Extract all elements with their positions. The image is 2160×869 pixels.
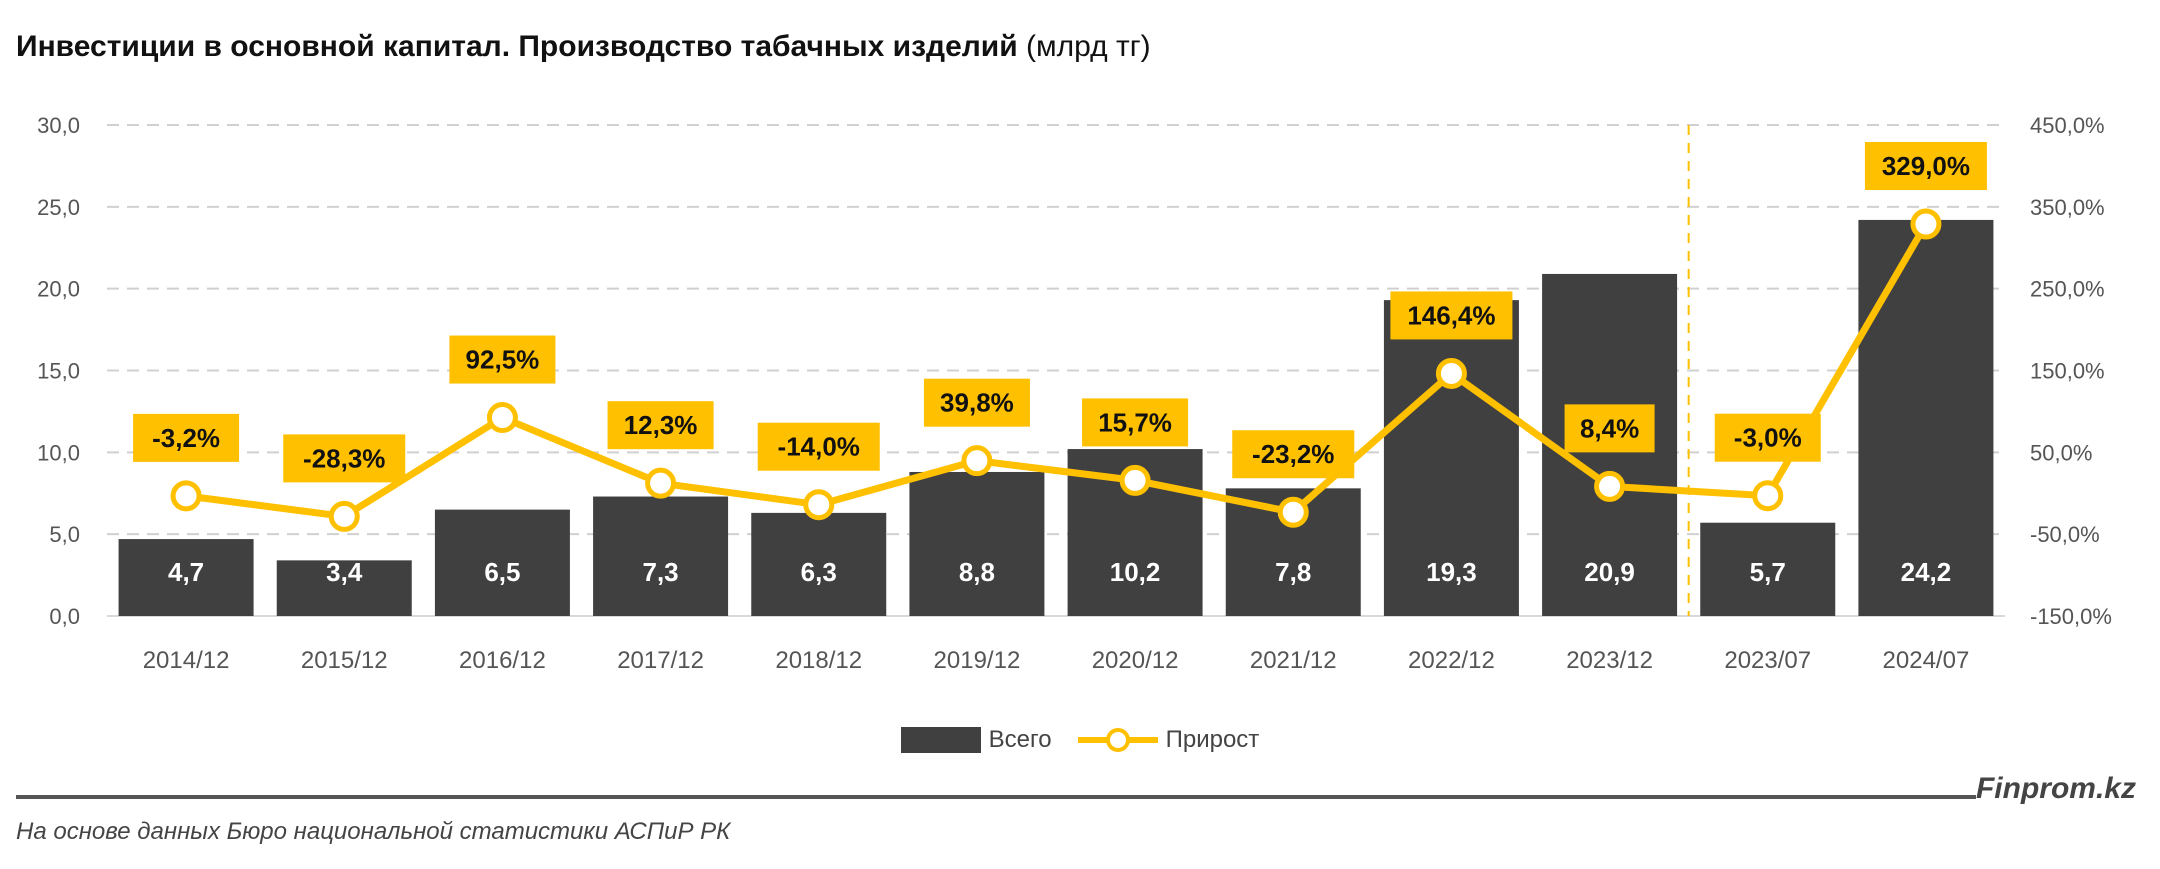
- growth-point: [486, 402, 518, 434]
- growth-value-label: 12,3%: [624, 410, 698, 440]
- bar-value-label: 4,7: [168, 557, 204, 587]
- growth-label-box: [1390, 291, 1513, 340]
- growth-label-box: [607, 401, 714, 450]
- x-tick: 2014/12: [143, 647, 230, 674]
- growth-value-label: 146,4%: [1407, 300, 1495, 330]
- growth-value-label: 329,0%: [1882, 151, 1970, 181]
- x-tick: 2019/12: [934, 647, 1021, 674]
- bar: [1858, 219, 1994, 616]
- x-tick: 2015/12: [301, 647, 388, 674]
- bar: [118, 539, 254, 616]
- bar: [751, 512, 887, 616]
- bar: [1383, 300, 1519, 616]
- growth-value-label: 8,4%: [1580, 413, 1639, 443]
- brand-logo: Finprom.kz: [1975, 772, 2136, 805]
- y-right-tick: 450,0%: [2030, 113, 2105, 138]
- growth-label-box: [1864, 142, 1987, 191]
- growth-label-box: [133, 413, 240, 462]
- legend-bar-swatch: [900, 727, 981, 753]
- bar: [593, 496, 729, 616]
- bar: [909, 471, 1045, 616]
- chart-title: Инвестиции в основной капитал. Производс…: [16, 30, 1151, 63]
- growth-label-box: [449, 335, 556, 384]
- growth-label-box: [283, 434, 406, 483]
- bar-value-label: 6,3: [801, 557, 837, 587]
- growth-point: [803, 489, 835, 521]
- legend-item-growth: Прирост: [1077, 725, 1260, 755]
- bar-value-label: 20,9: [1584, 557, 1635, 587]
- growth-value-label: -3,2%: [152, 423, 220, 453]
- growth-point: [328, 500, 360, 532]
- x-tick: 2021/12: [1250, 647, 1337, 674]
- bar-value-label: 7,8: [1275, 557, 1311, 587]
- y-right-tick: 250,0%: [2030, 277, 2105, 302]
- footer-divider: [16, 795, 1976, 799]
- legend: Всего Прирост: [0, 725, 2160, 755]
- legend-line-swatch: [1077, 728, 1158, 752]
- growth-label-box: [1714, 413, 1821, 462]
- y-left-tick: 20,0: [37, 277, 80, 302]
- y-left-tick: 10,0: [37, 440, 80, 465]
- bar: [276, 560, 412, 616]
- legend-label: Прирост: [1165, 726, 1260, 753]
- growth-point: [170, 480, 202, 512]
- growth-point: [961, 445, 993, 477]
- y-right-tick: 150,0%: [2030, 359, 2105, 384]
- legend-label: Всего: [988, 726, 1052, 753]
- growth-point: [1752, 480, 1784, 512]
- growth-label-box: [1564, 404, 1655, 453]
- y-right-tick: 350,0%: [2030, 195, 2105, 220]
- growth-value-label: 39,8%: [940, 388, 1014, 418]
- legend-item-total: Всего: [900, 726, 1052, 754]
- growth-value-label: 92,5%: [466, 345, 540, 375]
- bar-value-label: 19,3: [1426, 557, 1477, 587]
- x-tick: 2020/12: [1092, 647, 1179, 674]
- bar-value-label: 8,8: [959, 557, 995, 587]
- growth-value-label: -3,0%: [1734, 423, 1802, 453]
- y-right-tick: 50,0%: [2030, 440, 2092, 465]
- chart: 0,0 5,0 10,0 15,0 20,0 25,0 30,0 -150,0% -50,0% 5…: [37, 113, 2112, 674]
- y-right-tick: -50,0%: [2030, 522, 2100, 547]
- x-tick: 2022/12: [1408, 647, 1495, 674]
- growth-label-box: [757, 422, 880, 471]
- growth-value-label: -23,2%: [1252, 439, 1334, 469]
- y-right-tick: -150,0%: [2030, 604, 2112, 629]
- growth-point: [645, 467, 677, 499]
- bar-value-label: 7,3: [643, 557, 679, 587]
- y-left-tick: 25,0: [37, 195, 80, 220]
- growth-line: [185, 222, 1929, 520]
- bar-value-label: 5,7: [1750, 557, 1786, 587]
- growth-point: [1910, 208, 1942, 240]
- x-tick: 2024/07: [1883, 647, 1970, 674]
- y-left-tick: 15,0: [37, 359, 80, 384]
- bar-value-label: 24,2: [1901, 557, 1952, 587]
- y-left-tick: 5,0: [49, 522, 80, 547]
- growth-label-box: [1082, 398, 1189, 447]
- growth-point: [1594, 470, 1626, 502]
- x-tick: 2018/12: [775, 647, 862, 674]
- x-tick: 2023/07: [1724, 647, 1811, 674]
- growth-label-box: [1232, 430, 1355, 479]
- x-tick: 2016/12: [459, 647, 546, 674]
- bar-value-label: 6,5: [484, 557, 520, 587]
- growth-point: [1435, 357, 1467, 389]
- x-tick: 2017/12: [617, 647, 704, 674]
- growth-value-label: 15,7%: [1098, 407, 1172, 437]
- bar: [434, 509, 570, 616]
- growth-point: [1277, 496, 1309, 528]
- y-left-tick: 0,0: [49, 604, 80, 629]
- growth-label-box: [923, 378, 1030, 427]
- growth-value-label: -28,3%: [303, 443, 385, 473]
- x-tick: 2023/12: [1566, 647, 1653, 674]
- bar-value-label: 10,2: [1110, 557, 1161, 587]
- bar: [1700, 522, 1836, 616]
- bar-value-label: 3,4: [326, 557, 363, 587]
- growth-point: [1119, 464, 1151, 496]
- source-note: На основе данных Бюро национальной стати…: [16, 818, 731, 845]
- growth-value-label: -14,0%: [778, 432, 860, 462]
- y-left-tick: 30,0: [37, 113, 80, 138]
